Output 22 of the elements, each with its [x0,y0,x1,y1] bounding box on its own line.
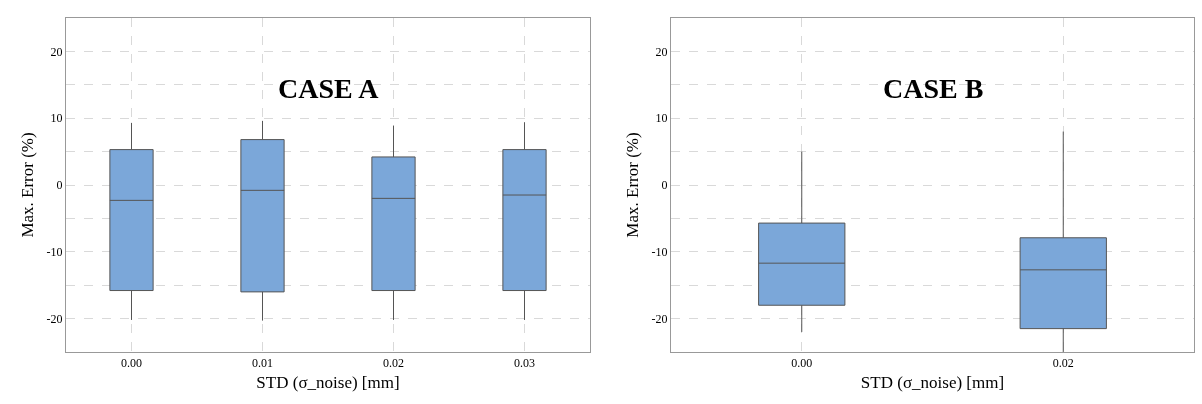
y-tick-label: -20 [46,311,63,326]
x-tick-label: 0.01 [252,356,273,371]
y-tick-label: 20 [655,44,668,59]
y-axis-title: Max. Error (%) [18,132,38,238]
y-tick-label: 20 [50,44,63,59]
x-tick-label: 0.03 [514,356,535,371]
x-tick-label: 0.02 [383,356,404,371]
x-axis-title: STD (σ_noise) [mm] [256,372,400,392]
x-tick-label: 0.00 [121,356,142,371]
x-tick-label: 0.00 [791,356,813,371]
text: CASE A [278,73,380,104]
y-tick-label: 0 [56,178,63,193]
x-axis-title: STD (σ_noise) [mm] [860,372,1005,392]
y-tick-label: -10 [651,245,668,259]
y-axis-title: Max. Error (%) [623,132,643,238]
y-tick-label: 10 [655,111,668,126]
x-tick-label: 0.02 [1052,356,1074,371]
y-tick-label: 0 [661,178,668,193]
text: CASE B [883,73,984,104]
y-tick-label: -20 [651,311,668,326]
y-tick-label: 10 [50,111,63,126]
y-tick-label: -10 [46,245,63,259]
